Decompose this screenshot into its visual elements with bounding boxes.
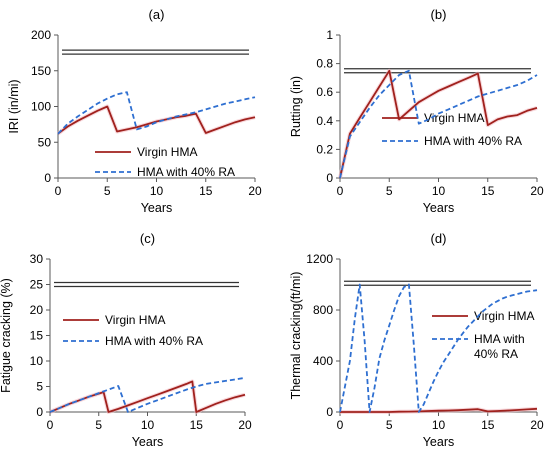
- x-tick-label: 10: [432, 418, 446, 432]
- y-tick-label: 0.2: [316, 142, 333, 156]
- y-axis-title: Rutting (in): [289, 76, 303, 137]
- y-tick-label: 150: [31, 64, 51, 78]
- series-hma-40-ra: [49, 376, 246, 413]
- x-tick-label: 5: [95, 418, 102, 432]
- y-tick-label: 50: [38, 135, 52, 149]
- x-axis-title: Years: [423, 435, 455, 449]
- legend-label: Virgin HMA: [137, 145, 197, 159]
- y-tick-label: 5: [36, 380, 43, 394]
- x-axis-title: Years: [141, 201, 173, 215]
- y-tick-label: 15: [30, 329, 44, 343]
- y-axis-title: Fatigue cracking (%): [0, 278, 13, 393]
- x-tick-label: 15: [481, 418, 495, 432]
- series-hma-40-ra: [57, 91, 256, 135]
- y-tick-label: 1200: [306, 252, 333, 266]
- legend-label: HMA with 40% RA: [137, 165, 235, 179]
- x-tick-label: 20: [530, 418, 544, 432]
- y-axis-title: IRI (in/mi): [7, 79, 21, 133]
- legend-label: Virgin HMA: [424, 111, 484, 125]
- x-axis-title: Years: [423, 201, 455, 215]
- panel-d: (d) 0 400 800 1200 0 5 10 15 20 Years Thermal crack…: [289, 231, 544, 449]
- panel-label: (b): [431, 7, 447, 22]
- x-tick-label: 5: [386, 418, 393, 432]
- x-tick-label: 15: [199, 184, 213, 198]
- x-tick-label: 5: [104, 184, 111, 198]
- y-tick-label: 800: [313, 303, 333, 317]
- y-tick-label: 0.4: [316, 114, 333, 128]
- x-tick-label: 5: [386, 184, 393, 198]
- y-tick-label: 20: [30, 303, 44, 317]
- panel-a: (a) 0 50 100 150 200 0 5 10 15 20 Years IRI (in/mi) V…: [7, 7, 262, 215]
- y-tick-label: 0.8: [316, 57, 333, 71]
- y-tick-label: 0.6: [316, 85, 333, 99]
- legend-label: Virgin HMA: [105, 313, 165, 327]
- x-tick-label: 10: [141, 418, 155, 432]
- y-tick-label: 0: [36, 405, 43, 419]
- x-tick-label: 0: [47, 418, 54, 432]
- series-hma-40-ra: [339, 69, 538, 179]
- y-axis-title: Thermal cracking(ft/mi): [289, 272, 303, 400]
- x-tick-label: 15: [481, 184, 495, 198]
- legend-label: HMA with 40% RA: [105, 334, 203, 348]
- x-tick-label: 10: [150, 184, 164, 198]
- panel-label: (a): [149, 7, 165, 22]
- series-virgin-hma: [49, 380, 246, 413]
- legend-label: Virgin HMA: [474, 309, 534, 323]
- series-virgin-hma: [340, 407, 538, 413]
- y-tick-label: 100: [31, 100, 51, 114]
- x-tick-label: 0: [337, 418, 344, 432]
- y-tick-label: 1: [326, 28, 333, 42]
- y-tick-label: 0: [326, 171, 333, 185]
- panel-label: (c): [140, 231, 155, 246]
- series-halo: [56, 104, 256, 136]
- x-axis-title: Years: [132, 435, 164, 449]
- legend-label: HMA with: [474, 332, 525, 346]
- x-tick-label: 20: [248, 184, 262, 198]
- x-tick-label: 0: [337, 184, 344, 198]
- legend-label: HMA with 40% RA: [424, 134, 522, 148]
- y-tick-label: 400: [313, 354, 333, 368]
- legend-label-cont: 40% RA: [474, 347, 518, 361]
- x-tick-label: 0: [55, 184, 62, 198]
- y-tick-label: 200: [31, 28, 51, 42]
- series-virgin-hma: [339, 69, 538, 179]
- y-tick-label: 25: [30, 278, 44, 292]
- x-tick-label: 20: [530, 184, 544, 198]
- series-halo: [49, 379, 246, 414]
- x-tick-label: 20: [238, 418, 252, 432]
- panel-c: (c) 0 5 10 15 20 25 30 0 5 10 15 20 Years Fatigue crac…: [0, 231, 252, 449]
- x-tick-label: 15: [190, 418, 204, 432]
- y-tick-label: 30: [30, 252, 44, 266]
- x-tick-label: 10: [432, 184, 446, 198]
- y-tick-label: 10: [30, 354, 44, 368]
- y-tick-label: 0: [326, 405, 333, 419]
- y-tick-label: 0: [44, 171, 51, 185]
- series-virgin-hma: [57, 105, 256, 135]
- panel-label: (d): [431, 231, 447, 246]
- series-hma-40-ra: [339, 283, 538, 413]
